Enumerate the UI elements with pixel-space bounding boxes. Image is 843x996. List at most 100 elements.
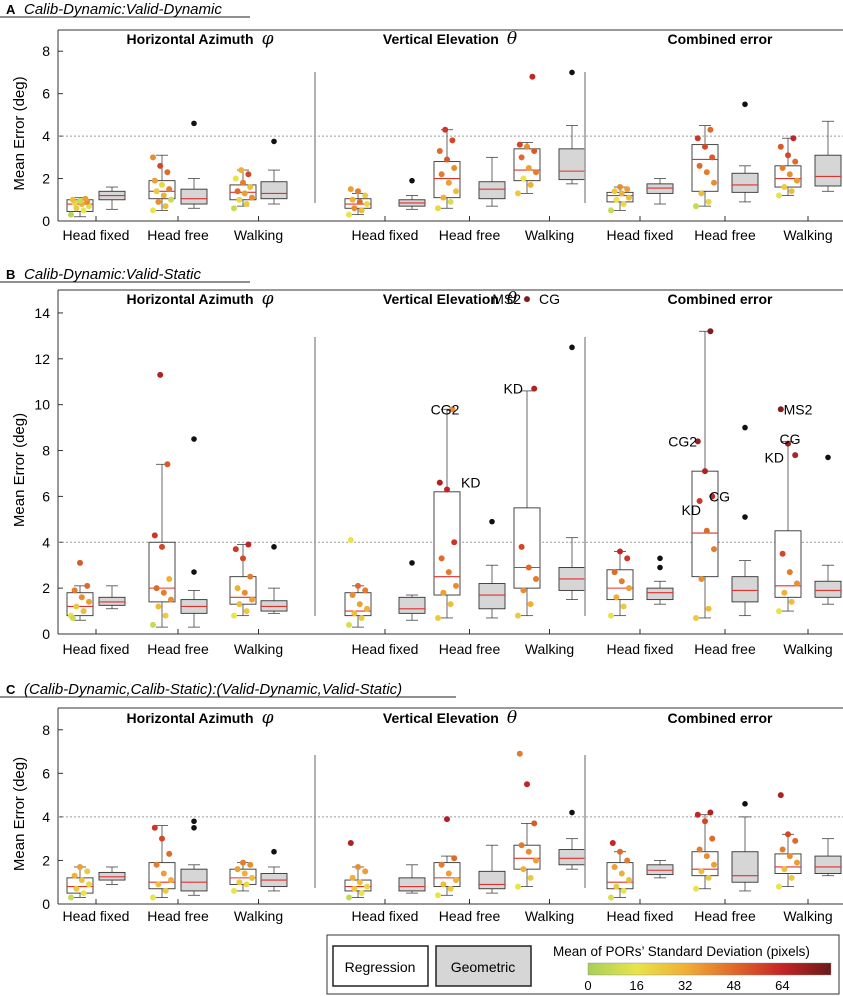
data-point bbox=[247, 184, 254, 191]
data-point bbox=[608, 894, 614, 901]
legend-label-regression: Regression bbox=[345, 959, 416, 975]
box-geometric bbox=[814, 120, 842, 192]
box-iqr bbox=[260, 600, 288, 612]
data-point bbox=[620, 887, 627, 894]
outlier-point bbox=[191, 436, 197, 442]
group-title: Vertical Elevation θ bbox=[383, 708, 517, 728]
data-point bbox=[698, 575, 705, 582]
data-point bbox=[531, 147, 538, 154]
data-point bbox=[68, 894, 74, 901]
box-iqr bbox=[398, 877, 426, 892]
panel-title: Calib-Dynamic:Valid-Dynamic bbox=[24, 1, 222, 18]
data-point bbox=[527, 874, 534, 881]
data-point bbox=[777, 143, 784, 150]
x-tick-label: Head free bbox=[147, 641, 209, 657]
x-tick-label: Head free bbox=[147, 227, 209, 243]
data-point bbox=[69, 614, 76, 621]
data-point bbox=[73, 603, 80, 610]
data-point bbox=[527, 181, 534, 188]
x-tick-label: Head free bbox=[439, 227, 501, 243]
x-tick-label: Walking bbox=[525, 227, 574, 243]
box-geometric bbox=[646, 555, 674, 605]
x-tick-label: Head free bbox=[147, 908, 209, 924]
data-point bbox=[785, 152, 791, 159]
data-point bbox=[346, 894, 352, 901]
data-point bbox=[520, 866, 527, 873]
box-iqr bbox=[98, 596, 126, 606]
data-point bbox=[608, 207, 614, 214]
data-point bbox=[364, 201, 370, 208]
data-point bbox=[790, 135, 797, 142]
data-point bbox=[779, 846, 786, 853]
data-point bbox=[155, 603, 162, 610]
data-point bbox=[73, 205, 80, 212]
data-point bbox=[617, 184, 623, 191]
data-point bbox=[702, 818, 708, 825]
outlier-point bbox=[271, 848, 277, 855]
box-geometric bbox=[260, 848, 288, 892]
data-point bbox=[533, 857, 539, 864]
box-iqr bbox=[814, 154, 842, 187]
data-point bbox=[620, 603, 627, 610]
data-point bbox=[794, 177, 800, 184]
data-point bbox=[624, 555, 631, 562]
x-tick-label: Walking bbox=[525, 908, 574, 924]
data-point bbox=[516, 750, 523, 757]
data-point bbox=[792, 158, 799, 165]
data-point bbox=[776, 608, 782, 615]
data-point bbox=[705, 198, 712, 205]
box-geometric bbox=[478, 518, 506, 619]
outlier-point bbox=[271, 138, 277, 145]
x-tick-label: Walking bbox=[525, 641, 574, 657]
x-tick-label: Head fixed bbox=[63, 641, 130, 657]
data-point bbox=[243, 608, 250, 615]
group-symbol: φ bbox=[262, 289, 274, 309]
data-point bbox=[166, 186, 173, 193]
x-tick-label: Walking bbox=[234, 227, 283, 243]
data-point bbox=[626, 585, 632, 592]
data-point bbox=[82, 195, 89, 202]
data-point bbox=[520, 587, 527, 594]
colorbar-tick-label: 0 bbox=[584, 978, 591, 993]
data-point bbox=[703, 853, 710, 860]
data-point bbox=[232, 546, 239, 553]
box-geometric bbox=[180, 818, 208, 896]
y-tick-label: 8 bbox=[42, 443, 50, 459]
point-annotation: CG bbox=[780, 431, 801, 447]
data-point bbox=[451, 164, 458, 171]
data-point bbox=[80, 890, 87, 897]
data-point bbox=[86, 881, 92, 888]
group-symbol: θ bbox=[507, 29, 517, 49]
data-point bbox=[358, 207, 365, 214]
data-point bbox=[84, 868, 91, 875]
data-point bbox=[157, 162, 164, 169]
data-point bbox=[440, 881, 447, 888]
data-point bbox=[150, 207, 156, 214]
data-point bbox=[71, 872, 78, 879]
box-iqr bbox=[398, 596, 426, 614]
outlier-point bbox=[271, 544, 277, 550]
data-point bbox=[153, 861, 160, 868]
panel-letter: B bbox=[6, 267, 15, 282]
data-point bbox=[779, 164, 786, 171]
data-point bbox=[698, 190, 705, 197]
outlier-point bbox=[191, 120, 197, 127]
outlier-point bbox=[191, 569, 197, 575]
data-point bbox=[245, 171, 252, 178]
data-point bbox=[515, 190, 521, 197]
data-point bbox=[249, 194, 255, 201]
data-point bbox=[453, 188, 459, 195]
data-point bbox=[351, 205, 358, 212]
x-tick-label: Head free bbox=[694, 227, 756, 243]
data-point bbox=[696, 846, 703, 853]
data-point bbox=[702, 468, 708, 475]
data-point bbox=[694, 811, 701, 818]
data-point bbox=[618, 578, 625, 585]
data-point bbox=[71, 587, 78, 594]
data-point bbox=[785, 440, 791, 447]
data-point bbox=[356, 601, 363, 608]
x-tick-label: Head free bbox=[439, 908, 501, 924]
data-point bbox=[346, 621, 352, 628]
outlier-point bbox=[191, 824, 197, 831]
data-point bbox=[445, 569, 452, 576]
